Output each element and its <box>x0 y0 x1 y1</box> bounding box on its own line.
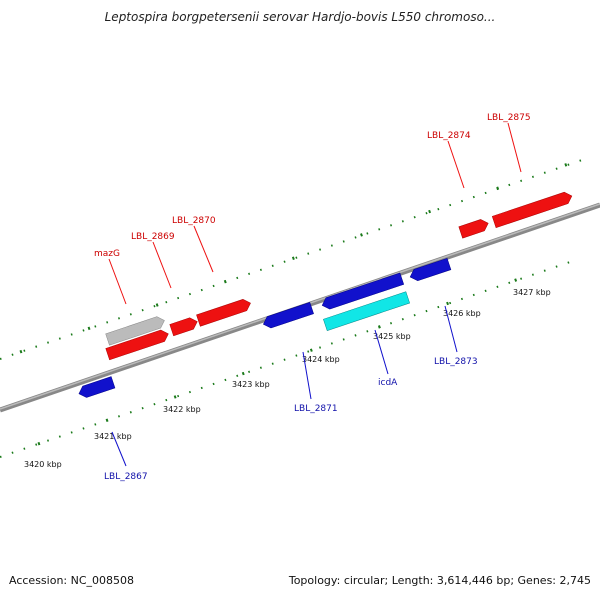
lower-tick-track <box>0 261 571 458</box>
tick-label: 3427 kbp <box>513 288 551 297</box>
gene-LBL-2875-feature[interactable] <box>491 190 574 229</box>
tick-label: 3420 kbp <box>24 460 62 469</box>
gene-reverse-unlabeled[interactable] <box>320 272 405 311</box>
map-title: Leptospira borgpetersenii serovar Hardjo… <box>104 10 496 24</box>
tick-label: 3423 kbp <box>232 380 270 389</box>
gene-label[interactable]: LBL_2869 <box>131 232 175 242</box>
gene-label[interactable]: mazG <box>94 249 120 259</box>
tick-label: 3424 kbp <box>302 355 340 364</box>
gene-LBL-2867-feature[interactable] <box>77 376 116 400</box>
tick-label: 3421 kbp <box>94 432 132 441</box>
gene-label[interactable]: LBL_2871 <box>294 404 338 414</box>
gene-label[interactable]: LBL_2874 <box>427 131 471 141</box>
forward-label-leaders <box>108 122 522 305</box>
gene-LBL-2874-feature[interactable] <box>458 218 490 239</box>
gene-LBL-2869-feature[interactable] <box>169 316 199 337</box>
lower-minor-ticks <box>0 261 571 458</box>
gene-label[interactable]: icdA <box>378 378 398 388</box>
tick-label: 3422 kbp <box>163 405 201 414</box>
tick-label: 3425 kbp <box>373 332 411 341</box>
gene-LBL-2870-feature[interactable] <box>196 297 252 327</box>
gene-icdA-feature[interactable] <box>323 291 410 331</box>
gene-mazG-feature[interactable] <box>105 328 171 361</box>
upper-tick-track <box>0 158 586 360</box>
gene-label[interactable]: LBL_2873 <box>434 357 478 367</box>
gene-LBL-2873-feature[interactable] <box>408 257 452 282</box>
gene-grey-pseudo[interactable] <box>105 315 167 346</box>
reverse-label-leaders <box>111 305 458 467</box>
gene-label[interactable]: LBL_2875 <box>487 113 531 123</box>
accession-text: Accession: NC_008508 <box>9 574 135 587</box>
genome-summary-text: Topology: circular; Length: 3,614,446 bp… <box>288 574 591 587</box>
tick-label: 3426 kbp <box>443 309 481 318</box>
gene-label[interactable]: LBL_2870 <box>172 216 216 226</box>
gene-LBL-2871-feature[interactable] <box>261 302 314 330</box>
gene-label[interactable]: LBL_2867 <box>104 472 148 482</box>
